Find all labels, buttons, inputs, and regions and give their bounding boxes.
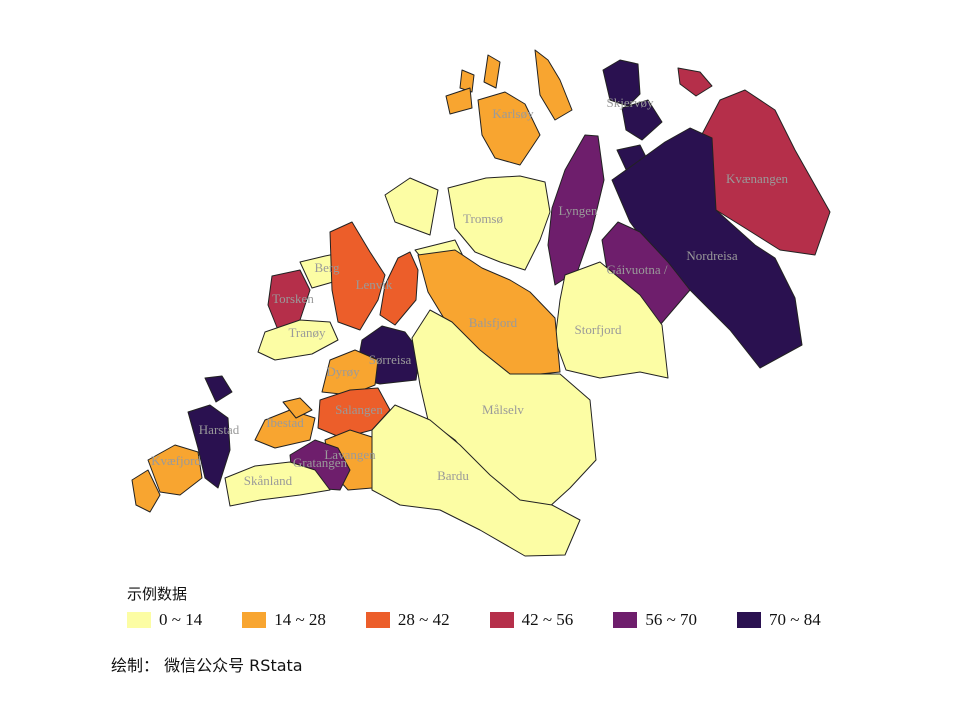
legend-swatch	[127, 612, 151, 628]
caption: 绘制： 微信公众号 RStata	[111, 656, 303, 675]
region-label-ma-lselv: Målselv	[482, 402, 524, 417]
legend-label: 14 ~ 28	[274, 610, 326, 629]
region-label-tran-y: Tranøy	[288, 325, 326, 340]
region-karls-y-part-2	[483, 54, 501, 89]
legend-label: 0 ~ 14	[159, 610, 203, 629]
legend-label: 42 ~ 56	[521, 610, 574, 629]
region-lenvik-part-1	[379, 251, 419, 326]
region-harstad-part-1	[204, 375, 233, 403]
region-tran-y	[257, 319, 339, 361]
region-lyngen	[547, 134, 605, 286]
region-balsfjord	[417, 249, 561, 379]
legend-item: 70 ~ 84	[737, 610, 821, 630]
region-karls-y-part-4	[445, 87, 473, 115]
region-label-karls-y: Karlsøy	[492, 106, 534, 121]
region-lenvik	[329, 221, 386, 331]
region-label-berg: Berg	[314, 260, 340, 275]
region-label-gratangen: Gratangen	[293, 455, 348, 470]
region-troms	[447, 175, 551, 271]
legend-swatch	[365, 612, 390, 628]
region-label-kv-nangen: Kvænangen	[726, 171, 789, 186]
legend-item: 14 ~ 28	[242, 610, 326, 630]
region-label-skjerv-y: Skjervøy	[607, 95, 654, 110]
legend-swatch	[737, 612, 762, 628]
region-label-torsken: Torsken	[272, 291, 314, 306]
legend-swatch	[489, 612, 514, 628]
region-kv-fjord-part-1	[131, 469, 161, 513]
legend-swatch	[242, 612, 267, 628]
region-label-storfjord: Storfjord	[575, 322, 622, 337]
legend-item: 56 ~ 70	[613, 610, 697, 630]
region-kv-nangen-part-1	[677, 67, 713, 97]
region-troms-part-1	[384, 177, 439, 236]
region-label-kv-fjord: Kvæfjord	[151, 453, 201, 468]
region-ibestad-part-1	[282, 397, 313, 419]
legend-items: 0 ~ 14 14 ~ 28 28 ~ 42 42 ~ 56 56 ~ 70 70 ~ 8…	[127, 610, 861, 630]
region-bardu	[371, 404, 581, 557]
legend-item: 28 ~ 42	[365, 610, 450, 630]
region-karls-y	[477, 91, 541, 166]
legend-swatch	[613, 612, 638, 628]
region-karls-y-part-3	[534, 49, 573, 121]
region-label-dyr-y: Dyrøy	[326, 364, 360, 379]
region-dyr-y	[321, 349, 379, 396]
region-label-ska-nland: Skånland	[244, 473, 293, 488]
region-label-lavangen: Lavangen	[324, 447, 376, 462]
region-skjerv-y-part-1	[621, 99, 663, 141]
region-skjerv-y	[602, 59, 641, 107]
legend: 示例数据 0 ~ 14 14 ~ 28 28 ~ 42 42 ~ 56 56 ~ 70 7…	[127, 583, 861, 630]
legend-label: 28 ~ 42	[397, 610, 450, 629]
legend-label: 56 ~ 70	[645, 610, 698, 629]
region-label-bardu: Bardu	[437, 468, 469, 483]
legend-item: 0 ~ 14	[127, 610, 202, 630]
region-label-balsfjord: Balsfjord	[469, 315, 518, 330]
region-label-ibestad: Ibestad	[266, 415, 304, 430]
region-label-lyngen: Lyngen	[559, 203, 598, 218]
region-label-troms: Tromsø	[463, 211, 503, 226]
region-label-s-rreisa: Sørreisa	[369, 352, 412, 367]
legend-title: 示例数据	[127, 585, 188, 603]
region-karls-y-part-1	[459, 69, 475, 93]
legend-item: 42 ~ 56	[489, 610, 574, 630]
region-label-lenvik: Lenvik	[356, 277, 393, 292]
region-ska-nland	[224, 461, 331, 507]
legend-label: 70 ~ 84	[769, 610, 821, 629]
region-label-harstad: Harstad	[199, 422, 240, 437]
region-storfjord	[554, 261, 669, 379]
region-label-nordreisa: Nordreisa	[686, 248, 737, 263]
region-kv-fjord	[147, 444, 203, 496]
region-harstad	[187, 404, 231, 489]
region-label-ga-ivuotna: Gáivuotna /	[606, 262, 667, 277]
region-label-salangen: Salangen	[335, 402, 383, 417]
